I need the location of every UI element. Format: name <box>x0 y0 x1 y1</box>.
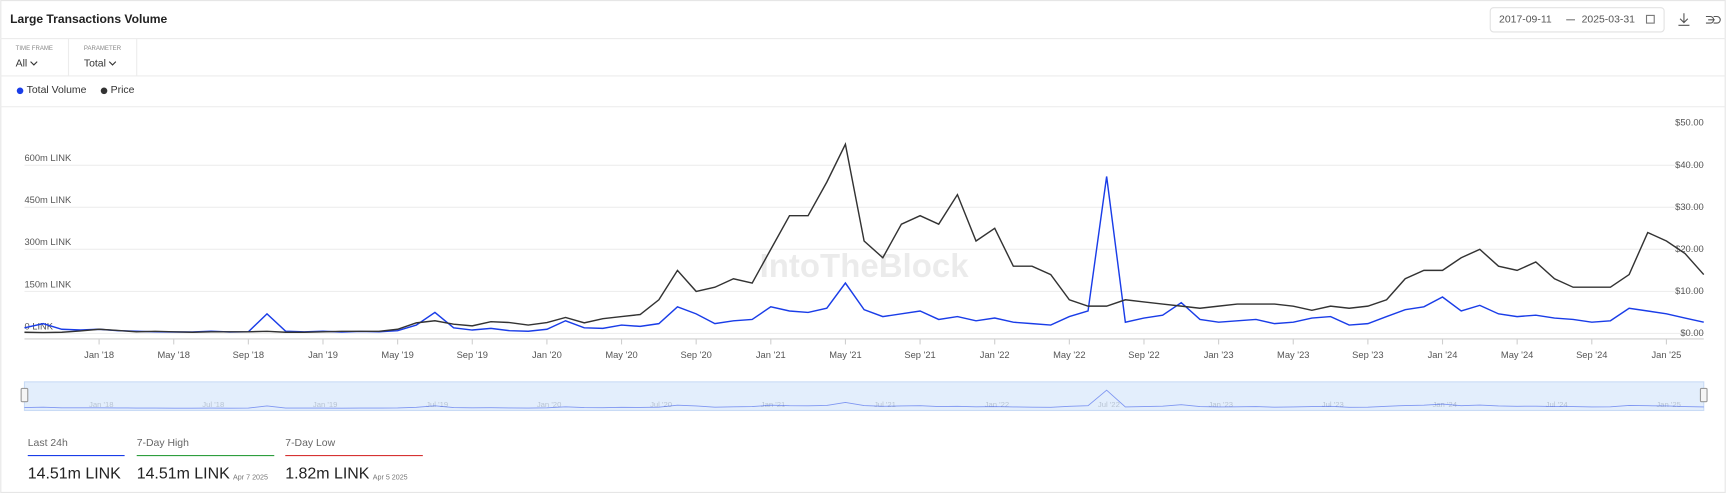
x-tick-label: Jan '22 <box>980 350 1010 360</box>
series-line <box>24 142 1705 334</box>
y2-tick-label: $20.00 <box>1675 244 1704 254</box>
x-tick-label: Sep '18 <box>233 350 264 360</box>
x-tick-label: Jan '19 <box>308 350 338 360</box>
y-tick-label: 300m LINK <box>24 237 72 247</box>
watermark: IntoTheBlock <box>760 247 970 284</box>
x-tick-label: Jan '20 <box>532 350 562 360</box>
stat-label: 7-Day Low <box>285 438 335 449</box>
navigator-label: Jul '20 <box>650 400 672 409</box>
date-to[interactable]: 2025-03-31 <box>1582 15 1636 26</box>
legend: Total Volume Price <box>16 85 135 96</box>
x-tick-label: Jan '24 <box>1428 350 1458 360</box>
navigator-label: Jan '23 <box>1209 400 1234 409</box>
x-tick-label: May '18 <box>158 350 190 360</box>
stat-date: Apr 5 2025 <box>373 473 408 481</box>
navigator-label: Jul '21 <box>874 400 896 409</box>
navigator-label: Jan '21 <box>761 400 786 409</box>
x-tick-label: Sep '23 <box>1352 350 1383 360</box>
y2-tick-label: $0.00 <box>1680 328 1703 338</box>
stat-date: Apr 7 2025 <box>233 473 268 481</box>
y-tick-label: 150m LINK <box>24 279 72 289</box>
navigator-label: Jul '23 <box>1322 400 1344 409</box>
y-tick-label: 0 LINK <box>24 321 53 331</box>
navigator-label: Jan '22 <box>985 400 1010 409</box>
y2-tick-label: $50.00 <box>1675 118 1704 128</box>
navigator-label: Jan '20 <box>537 400 562 409</box>
y2-tick-label: $40.00 <box>1675 160 1704 170</box>
y2-tick-label: $30.00 <box>1675 202 1704 212</box>
navigator-handle[interactable] <box>20 387 29 403</box>
control-label: TIME FRAME <box>16 46 53 52</box>
navigator-label: Jul '22 <box>1098 400 1120 409</box>
controls: TIME FRAME All PARAMETER Total <box>16 46 122 70</box>
navigator: Jan '18 Jul '18 Jan '19 Jul '19 Jan '20 Jul '… <box>20 381 1708 412</box>
x-tick-label: Sep '24 <box>1576 350 1607 360</box>
x-tick-label: Sep '20 <box>680 350 711 360</box>
navigator-line <box>24 389 1704 409</box>
y-tick-label: 450m LINK <box>24 195 72 205</box>
x-tick-label: May '24 <box>1501 350 1533 360</box>
y-tick-label: 600m LINK <box>24 153 72 163</box>
legend-marker[interactable] <box>16 87 24 95</box>
navigator-label: Jul '24 <box>1546 400 1569 409</box>
legend-label[interactable]: Price <box>111 85 135 96</box>
legend-label[interactable]: Total Volume <box>27 85 87 96</box>
x-tick-label: Sep '21 <box>904 350 935 360</box>
x-tick-label: May '20 <box>605 350 637 360</box>
x-tick-label: Jan '23 <box>1204 350 1234 360</box>
stat-value: 14.51m LINK <box>28 466 121 483</box>
navigator-label: Jul '19 <box>426 400 448 409</box>
control-label: PARAMETER <box>84 46 122 52</box>
navigator-handle[interactable] <box>1699 387 1708 403</box>
control-value[interactable]: Total <box>84 59 106 70</box>
x-tick-label: May '19 <box>381 350 413 360</box>
calendar-icon[interactable] <box>1645 14 1655 24</box>
navigator-label: Jan '19 <box>313 400 338 409</box>
x-tick-label: May '23 <box>1277 350 1309 360</box>
stat-value: 14.51m LINK <box>137 466 230 483</box>
chevron[interactable] <box>108 61 117 66</box>
download-icon[interactable] <box>1678 13 1690 26</box>
chart: 0 LINK 150m LINK 300m LINK 450m LINK 600m LI… <box>24 118 1705 360</box>
link-icon[interactable] <box>1705 15 1721 24</box>
legend-marker[interactable] <box>100 87 108 95</box>
x-tick-label: May '22 <box>1053 350 1085 360</box>
x-tick-label: Jan '18 <box>84 350 114 360</box>
stats: Last 24h 14.51m LINK 7-Day High 14.51m LINK… <box>28 438 423 483</box>
navigator-label: Jan '18 <box>89 400 114 409</box>
stat-value: 1.82m LINK <box>285 466 370 483</box>
chevron[interactable] <box>30 61 38 66</box>
navigator-label: Jul '18 <box>202 400 224 409</box>
x-tick-label: Sep '22 <box>1128 350 1159 360</box>
y2-tick-label: $10.00 <box>1675 286 1704 296</box>
stat-label: 7-Day High <box>137 438 189 449</box>
control-value[interactable]: All <box>16 59 28 70</box>
x-tick-label: May '21 <box>829 350 861 360</box>
stat-label: Last 24h <box>28 438 68 449</box>
x-tick-label: Sep '19 <box>457 350 488 360</box>
navigator-label: Jan '25 <box>1656 400 1681 409</box>
x-tick-label: Jan '25 <box>1652 350 1682 360</box>
x-tick-label: Jan '21 <box>756 350 786 360</box>
date-range[interactable] <box>1489 7 1665 33</box>
date-from[interactable]: 2017-09-11 <box>1499 15 1552 26</box>
title: Large Transactions Volume <box>10 12 167 26</box>
